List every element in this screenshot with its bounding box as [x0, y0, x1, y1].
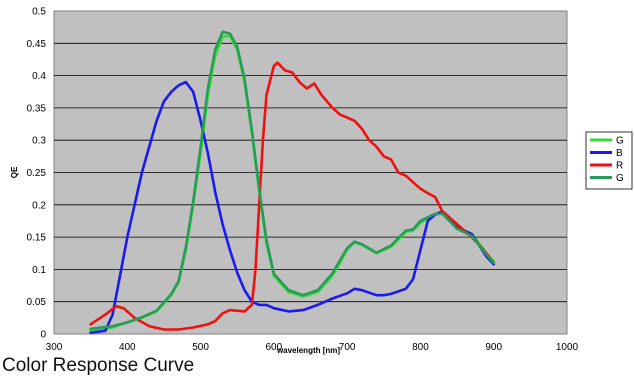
legend-label: B — [616, 148, 623, 159]
y-tick-label: 0.1 — [32, 265, 46, 276]
x-axis-ticks: 300 400 500 600 700 800 900 1000 — [46, 342, 579, 353]
y-tick-label: 0.4 — [32, 71, 46, 82]
y-tick-label: 0 — [40, 330, 46, 341]
x-axis-label: wavelength [nm] — [276, 346, 340, 355]
y-tick-label: 0.35 — [27, 103, 47, 114]
x-tick-label: 600 — [266, 342, 283, 353]
legend-label: G — [616, 173, 624, 184]
series-line-R — [89, 61, 496, 331]
grid-lines — [54, 42, 567, 303]
y-tick-label: 0.25 — [27, 168, 47, 179]
x-tick-label: 800 — [412, 342, 429, 353]
series-line-G — [89, 30, 496, 331]
x-tick-label: 400 — [119, 342, 136, 353]
x-tick-label: 500 — [192, 342, 209, 353]
y-tick-label: 0.15 — [27, 233, 47, 244]
y-tick-label: 0.2 — [32, 200, 46, 211]
y-tick-label: 0.05 — [27, 297, 47, 308]
x-tick-label: 700 — [339, 342, 356, 353]
chart-caption: Color Response Curve — [2, 355, 195, 376]
legend-label: G — [616, 136, 624, 147]
y-tick-label: 0.5 — [32, 7, 46, 18]
x-tick-label: 900 — [485, 342, 502, 353]
y-axis-label: QE — [10, 166, 19, 178]
x-tick-label: 300 — [46, 342, 63, 353]
y-axis-ticks: 0 0.05 0.1 0.15 0.2 0.25 0.3 0.35 0.4 0.45 0.5 — [27, 7, 47, 341]
series-lines — [89, 30, 496, 335]
y-tick-label: 0.3 — [32, 136, 46, 147]
y-tick-label: 0.45 — [27, 39, 47, 50]
series-line-B — [89, 80, 496, 335]
qe-chart: 0 0.05 0.1 0.15 0.2 0.25 0.3 0.35 0.4 0.45 0.5 300… — [10, 7, 633, 355]
legend-label: R — [616, 161, 623, 172]
x-tick-label: 1000 — [556, 342, 579, 353]
